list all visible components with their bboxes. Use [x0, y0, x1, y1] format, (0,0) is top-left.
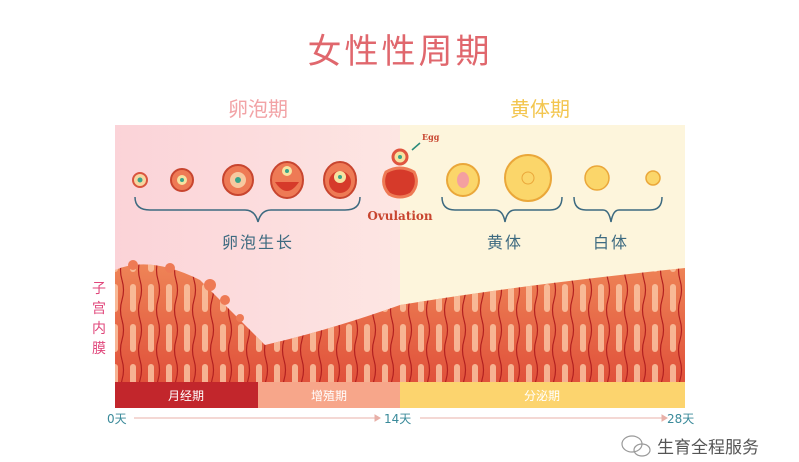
menstrual-phase-label: 月经期 — [168, 389, 204, 403]
follicle-stages — [132, 142, 661, 202]
group-corpus-luteum: 黄体 — [487, 233, 523, 252]
wechat-icon — [621, 435, 651, 457]
secretory-phase-label: 分泌期 — [524, 389, 560, 403]
watermark: 生育全程服务 — [657, 438, 759, 458]
svg-text:宫: 宫 — [92, 301, 106, 317]
proliferative-phase-label: 增殖期 — [311, 388, 347, 403]
timeline-day-14: 14天 — [384, 412, 411, 426]
group-corpus-albicans: 白体 — [593, 233, 629, 252]
timeline-day-0: 0天 — [107, 412, 127, 426]
timeline-axis — [134, 414, 668, 422]
phase-luteal-label: 黄体期 — [510, 97, 570, 121]
group-follicle-growth: 卵泡生长 — [222, 233, 294, 252]
egg-label: Egg — [422, 132, 440, 142]
menstrual-phase-bar — [115, 382, 258, 408]
ovulation-label: Ovulation — [367, 209, 433, 223]
svg-text:膜: 膜 — [92, 341, 106, 357]
secretory-phase-bar — [400, 382, 685, 408]
svg-text:内: 内 — [92, 321, 106, 337]
timeline-day-28: 28天 — [667, 412, 694, 426]
proliferative-phase-bar — [258, 382, 400, 408]
endometrium-label: 子 宫 内 膜 — [92, 281, 106, 357]
svg-text:子: 子 — [92, 281, 106, 297]
phase-follicular-label: 卵泡期 — [228, 97, 288, 121]
page-title: 女性性周期 — [308, 32, 493, 72]
group-braces — [134, 196, 663, 223]
